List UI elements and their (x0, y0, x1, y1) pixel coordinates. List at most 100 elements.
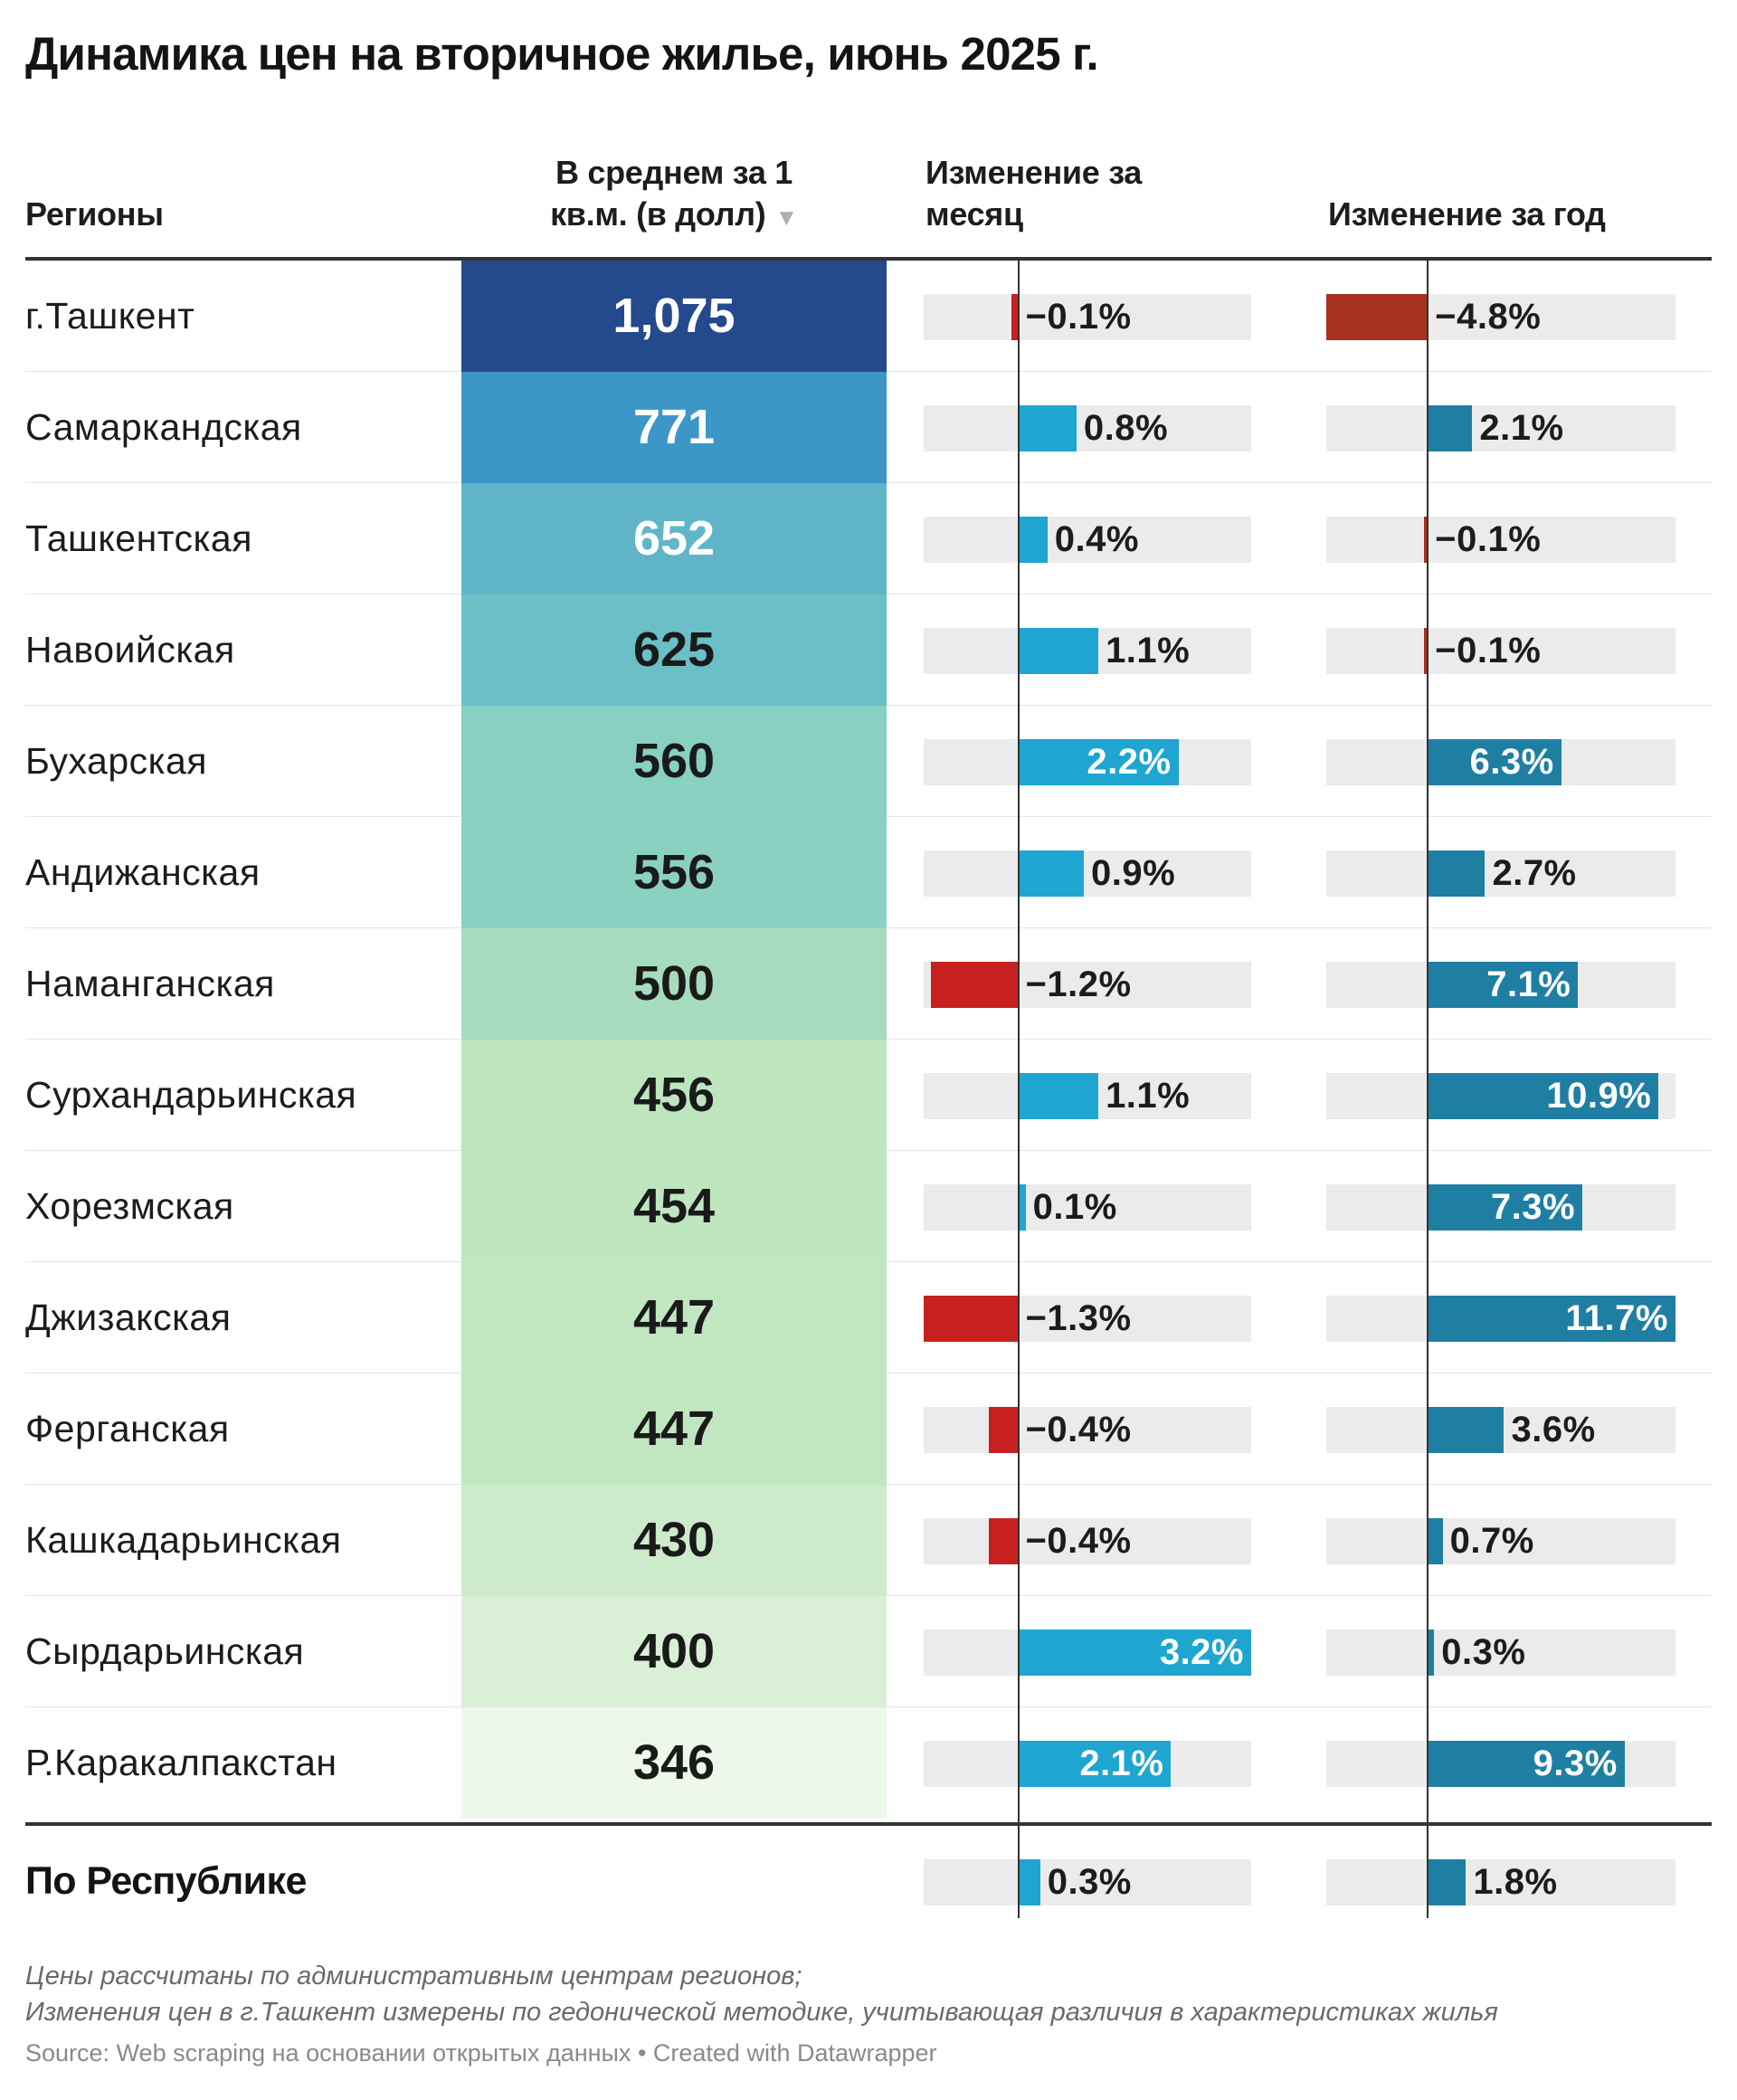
row-9-month-track: 0.1% (924, 1184, 1251, 1231)
row-1-year-bar (1326, 294, 1429, 340)
row-7-month-label: −1.2% (1025, 964, 1132, 1004)
total-year-track: 1.8% (1326, 1859, 1675, 1905)
row-13-price-cell: 400 (461, 1596, 887, 1707)
row-6-price-cell: 556 (461, 817, 887, 928)
row-9-year-bar (1428, 1184, 1583, 1231)
year-zero-axis (1427, 257, 1429, 1918)
table-row: Джизакская 447 −1.3% 11.7% (25, 1262, 1712, 1373)
row-11-month-bar (989, 1407, 1019, 1453)
row-9-month-label: 0.1% (1032, 1187, 1117, 1227)
sort-descending-icon: ▼ (774, 204, 798, 231)
row-14-month-bar (1018, 1741, 1172, 1787)
header-price[interactable]: В среднем за 1 кв.м. (в долл) ▼ (461, 152, 887, 238)
table-row: Сурхандарьинская 456 1.1% 10.9% (25, 1040, 1712, 1151)
row-9-region-name: Хорезмская (25, 1185, 234, 1227)
footnote-line-2: Изменения цен в г.Ташкент измерены по ге… (25, 1998, 1498, 2027)
chart-title: Динамика цен на вторичное жилье, июнь 20… (25, 28, 1099, 80)
row-8-price-cell: 456 (461, 1040, 887, 1151)
header-divider (25, 257, 1712, 261)
row-14-month-label: 2.1% (1079, 1744, 1164, 1783)
header-month-line1: Изменение за (925, 154, 1143, 191)
row-5-year-label: 6.3% (1469, 742, 1554, 782)
row-4-region-name: Навоийская (25, 629, 235, 670)
row-12-year-track: 0.7% (1326, 1518, 1675, 1564)
row-7-month-bar (931, 962, 1019, 1008)
row-3-price-cell: 652 (461, 483, 887, 594)
row-13-year-track: 0.3% (1326, 1630, 1675, 1676)
row-8-month-label: 1.1% (1106, 1076, 1191, 1116)
row-1-price-cell: 1,075 (461, 261, 887, 372)
header-region: Регионы (25, 195, 164, 233)
row-8-month-bar (1018, 1073, 1099, 1119)
table-row: Ферганская 447 −0.4% 3.6% (25, 1373, 1712, 1485)
row-12-year-label: 0.7% (1449, 1521, 1534, 1561)
row-10-month-label: −1.3% (1025, 1298, 1132, 1338)
row-3-year-label: −0.1% (1435, 519, 1542, 559)
row-12-year-bar (1428, 1518, 1443, 1564)
row-5-year-bar (1428, 739, 1561, 785)
row-8-year-label: 10.9% (1546, 1076, 1652, 1116)
row-7-year-track: 7.1% (1326, 962, 1675, 1008)
row-1-month-label: −0.1% (1025, 297, 1132, 337)
header-year-change: Изменение за год (1328, 195, 1606, 233)
source-credit: Source: Web scraping на основании открыт… (25, 2039, 937, 2067)
row-12-month-label: −0.4% (1025, 1521, 1132, 1561)
row-13-year-bar (1428, 1630, 1435, 1676)
total-row: 0.3% 1.8% (25, 1826, 1712, 1937)
total-row-label: По Республике (25, 1859, 307, 1903)
row-10-year-track: 11.7% (1326, 1296, 1675, 1342)
row-5-month-bar (1018, 739, 1179, 785)
row-2-year-bar (1428, 405, 1473, 451)
row-1-month-bar (1011, 294, 1019, 340)
row-8-region-name: Сурхандарьинская (25, 1074, 357, 1116)
row-10-region-name: Джизакская (25, 1297, 232, 1338)
table-row: Навоийская 625 1.1% −0.1% (25, 594, 1712, 706)
row-3-year-bar (1424, 517, 1429, 563)
row-3-month-label: 0.4% (1054, 519, 1139, 559)
row-14-month-track: 2.1% (924, 1741, 1251, 1787)
row-12-region-name: Кашкадарьинская (25, 1519, 342, 1561)
table-row: Сырдарьинская 400 3.2% 0.3% (25, 1596, 1712, 1707)
row-1-month-track: −0.1% (924, 294, 1251, 340)
row-1-region-name: г.Ташкент (25, 295, 195, 337)
row-9-year-track: 7.3% (1326, 1184, 1675, 1231)
row-13-year-label: 0.3% (1441, 1632, 1526, 1672)
row-6-year-track: 2.7% (1326, 850, 1675, 897)
table-row: Ташкентская 652 0.4% −0.1% (25, 483, 1712, 594)
row-2-month-track: 0.8% (924, 405, 1251, 451)
row-6-month-track: 0.9% (924, 850, 1251, 897)
row-7-price-cell: 500 (461, 928, 887, 1040)
row-11-month-track: −0.4% (924, 1407, 1251, 1453)
row-11-year-bar (1428, 1407, 1504, 1453)
total-month-label: 0.3% (1047, 1862, 1132, 1902)
header-month-change: Изменение за месяц (925, 152, 1215, 235)
row-5-year-track: 6.3% (1326, 739, 1675, 785)
total-month-bar (1018, 1859, 1040, 1905)
row-6-month-label: 0.9% (1090, 853, 1176, 893)
row-3-year-track: −0.1% (1326, 517, 1675, 563)
table-row: Наманганская 500 −1.2% 7.1% (25, 928, 1712, 1040)
row-12-price-cell: 430 (461, 1485, 887, 1596)
footnote-line-1: Цены рассчитаны по административным цент… (25, 1962, 802, 1991)
row-10-month-bar (924, 1296, 1019, 1342)
row-2-price-cell: 771 (461, 372, 887, 483)
row-3-month-bar (1018, 517, 1048, 563)
row-10-year-label: 11.7% (1565, 1298, 1668, 1338)
row-6-month-bar (1018, 850, 1084, 897)
row-4-year-track: −0.1% (1326, 628, 1675, 674)
row-6-year-bar (1428, 850, 1485, 897)
row-11-year-track: 3.6% (1326, 1407, 1675, 1453)
total-year-bar (1428, 1859, 1466, 1905)
row-2-year-track: 2.1% (1326, 405, 1675, 451)
row-11-year-label: 3.6% (1511, 1410, 1596, 1449)
row-4-month-label: 1.1% (1106, 631, 1191, 670)
row-14-year-bar (1428, 1741, 1625, 1787)
row-8-year-bar (1428, 1073, 1659, 1119)
table-row: Самаркандская 771 0.8% 2.1% (25, 372, 1712, 483)
row-10-price-cell: 447 (461, 1262, 887, 1373)
table-row: Бухарская 560 2.2% 6.3% (25, 706, 1712, 817)
month-zero-axis (1017, 257, 1020, 1918)
table-row: Р.Каракалпакстан 346 2.1% 9.3% (25, 1707, 1712, 1819)
row-5-month-track: 2.2% (924, 739, 1251, 785)
total-divider (25, 1822, 1712, 1826)
